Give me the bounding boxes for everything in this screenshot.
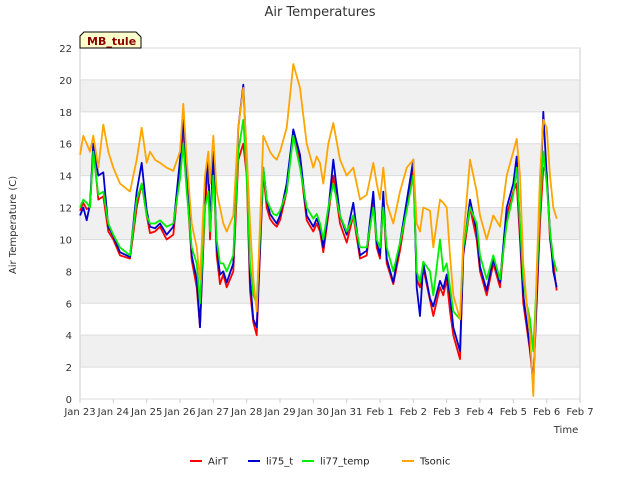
legend-item-airt: AirT	[190, 457, 229, 468]
legend-label: li75_t	[266, 457, 293, 468]
y-tick-label: 12	[59, 204, 72, 215]
y-tick-label: 2	[66, 363, 72, 374]
series-line-li75-t	[79, 83, 558, 384]
legend: AirT li75_t li77_temp Tsonic	[190, 457, 450, 468]
x-tick-label: Feb 1	[366, 407, 393, 418]
y-tick-labels: 0 2 4 6 8 10 12 14 16 18 20 22	[59, 44, 72, 406]
series-layer	[79, 63, 558, 397]
station-tag: MB_tule	[79, 31, 142, 49]
x-tick-labels: Jan 23 Jan 24 Jan 25 Jan 26 Jan 27 Jan 28 Jan …	[63, 399, 594, 418]
x-tick-label: Feb 4	[466, 407, 493, 418]
band	[80, 271, 580, 304]
station-tag-box	[79, 31, 142, 49]
y-tick-label: 8	[66, 267, 72, 278]
legend-item-li75-t: li75_t	[248, 457, 293, 468]
x-tick-label: Feb 3	[433, 407, 460, 418]
x-tick-label: Feb 6	[533, 407, 560, 418]
x-tick-label: Jan 27	[197, 407, 229, 418]
legend-item-tsonic: Tsonic	[402, 457, 450, 468]
x-axis-label: Time	[553, 425, 578, 436]
y-tick-label: 20	[59, 76, 72, 87]
x-tick-label: Feb 7	[566, 407, 593, 418]
legend-label: Tsonic	[419, 457, 450, 468]
x-tick-label: Jan 28	[230, 407, 262, 418]
y-tick-label: 10	[59, 235, 72, 246]
y-tick-label: 6	[66, 299, 72, 310]
x-tick-label: Jan 30	[297, 407, 329, 418]
y-tick-label: 4	[66, 331, 72, 342]
band	[80, 79, 580, 112]
y-tick-label: 18	[59, 108, 72, 119]
y-tick-label: 0	[66, 395, 72, 406]
y-tick-label: 22	[59, 44, 72, 55]
chart-title: Air Temperatures	[264, 5, 375, 20]
band	[80, 335, 580, 368]
x-tick-label: Jan 26	[163, 407, 195, 418]
x-tick-label: Jan 31	[330, 407, 362, 418]
y-tick-label: 16	[59, 140, 72, 151]
band	[80, 143, 580, 176]
x-tick-label: Feb 5	[500, 407, 527, 418]
series-line-airt	[79, 126, 558, 384]
x-tick-label: Feb 2	[400, 407, 427, 418]
x-tick-label: Jan 25	[130, 407, 162, 418]
x-tick-label: Jan 24	[97, 407, 129, 418]
y-axis-label: Air Temperature (C)	[8, 176, 19, 274]
x-tick-label: Jan 29	[263, 407, 295, 418]
legend-label: li77_temp	[320, 457, 369, 468]
legend-item-li77-temp: li77_temp	[302, 457, 369, 468]
series-line-tsonic	[79, 63, 558, 397]
series-line-li77-temp	[79, 118, 558, 353]
x-tick-label: Jan 23	[63, 407, 95, 418]
legend-label: AirT	[208, 457, 229, 468]
y-tick-label: 14	[59, 172, 72, 183]
station-tag-label: MB_tule	[87, 35, 136, 48]
